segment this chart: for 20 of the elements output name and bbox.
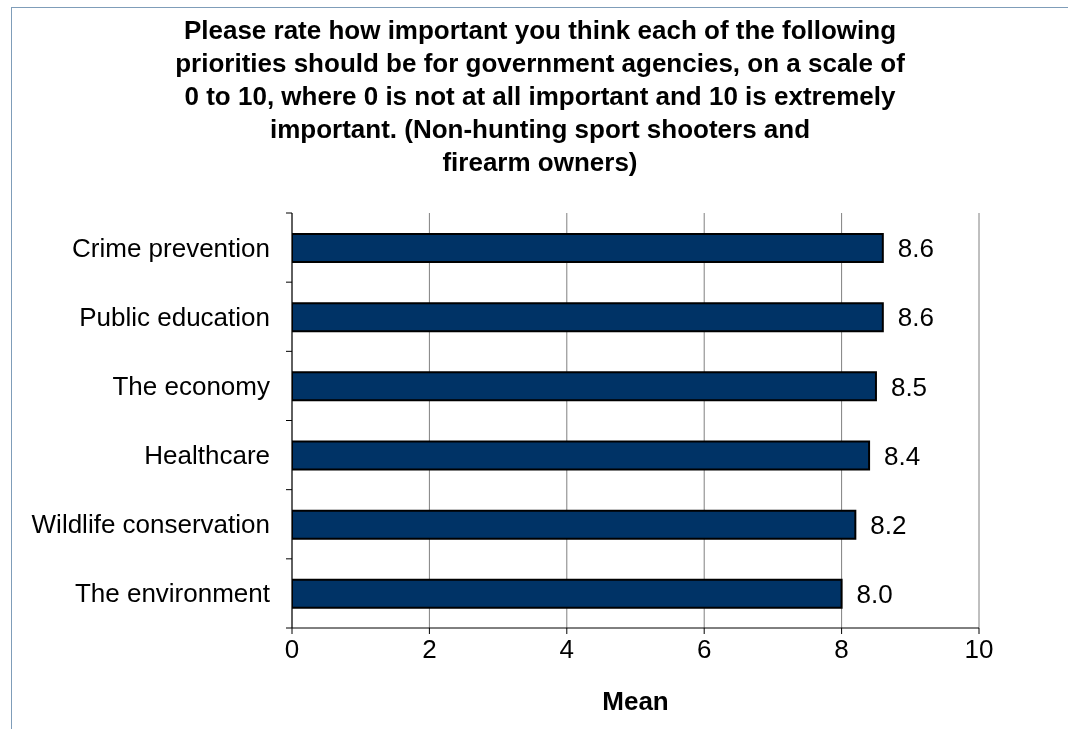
x-tick-label: 10 <box>964 634 994 665</box>
y-tick-label: The environment <box>74 578 271 609</box>
x-axis-title: Mean <box>602 686 669 716</box>
y-tick-label: The economy <box>112 370 270 401</box>
x-tick-label: 2 <box>422 634 437 665</box>
y-tick-label: Public education <box>79 301 270 332</box>
x-tick-label: 8 <box>834 634 849 665</box>
data-label: 8.5 <box>890 371 928 402</box>
data-label: 8.6 <box>897 302 934 333</box>
y-tick-label: Wildlife conservation <box>31 509 270 540</box>
data-label: 8.4 <box>884 440 921 471</box>
x-tick-label: 0 <box>284 634 300 665</box>
data-label: 8.2 <box>870 509 907 540</box>
chart-title: Please rate how important you think each of the following priorities should be for government agencies, on a scale of 0 to 10, where 0 is not at all important and 10 is extremely important. (Non-hunting sport shooters and firearm owners) <box>174 14 906 179</box>
x-tick-label: 6 <box>696 634 712 665</box>
data-label: 8.0 <box>856 579 893 610</box>
data-label: 8.6 <box>897 233 934 264</box>
y-tick-label: Crime prevention <box>72 232 270 263</box>
y-tick-label: Healthcare <box>144 440 270 471</box>
x-tick-label: 4 <box>559 634 575 665</box>
